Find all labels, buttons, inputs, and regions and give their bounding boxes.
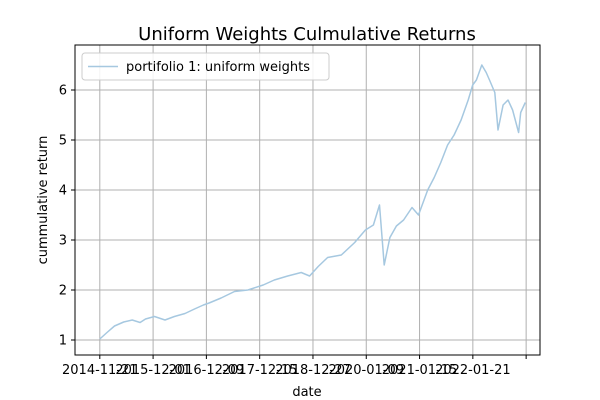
x-tick-label: 2020-01-09 bbox=[328, 363, 404, 378]
y-tick-label: 3 bbox=[59, 234, 67, 249]
x-axis-label: date bbox=[292, 385, 321, 400]
grid bbox=[75, 45, 540, 355]
y-tick-label: 6 bbox=[59, 84, 67, 99]
x-tick-label: 2017-12-15 bbox=[222, 363, 298, 378]
y-tick-label: 5 bbox=[59, 134, 67, 149]
series-line-0 bbox=[99, 64, 526, 340]
x-tick-label: 2015-12-01 bbox=[115, 363, 191, 378]
plot-frame bbox=[74, 44, 541, 356]
x-tick-label: 2022-01-21 bbox=[435, 363, 511, 378]
x-tick-label: 2021-01-15 bbox=[382, 363, 458, 378]
x-tick-label: 2018-12-27 bbox=[275, 363, 351, 378]
legend: portifolio 1: uniform weights bbox=[81, 52, 330, 81]
y-tick-label: 1 bbox=[59, 334, 67, 349]
axis-ticks: 2014-11-212015-12-012016-12-092017-12-15… bbox=[59, 84, 527, 378]
x-tick-label: 2014-11-21 bbox=[62, 363, 138, 378]
x-tick-label: 2016-12-09 bbox=[169, 363, 245, 378]
y-tick-label: 4 bbox=[59, 184, 67, 199]
chart-title: Uniform Weights Culmulative Returns bbox=[138, 24, 476, 45]
legend-box bbox=[81, 52, 330, 81]
series-lines bbox=[99, 64, 526, 340]
y-tick-label: 2 bbox=[59, 284, 67, 299]
legend-label: portifolio 1: uniform weights bbox=[126, 60, 310, 75]
y-axis-label: cummulative return bbox=[36, 136, 51, 265]
